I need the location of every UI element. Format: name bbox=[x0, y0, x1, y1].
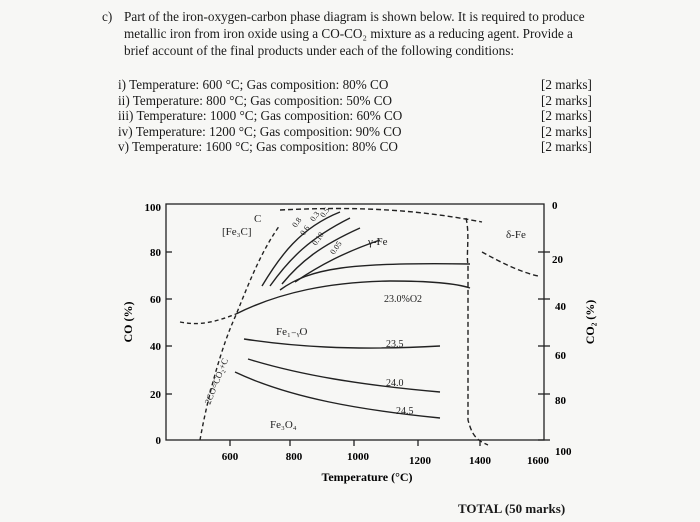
conditions-list: i) Temperature: 600 °C; Gas composition:… bbox=[118, 77, 402, 155]
marks-item: [2 marks] bbox=[541, 139, 592, 155]
condition-item: iii) Temperature: 1000 °C; Gas compositi… bbox=[118, 108, 403, 124]
marks-item: [2 marks] bbox=[541, 123, 592, 139]
y-right-tick: 20 bbox=[552, 254, 564, 266]
y-left-tick: 60 bbox=[150, 294, 162, 306]
wustite-iron-lower bbox=[247, 358, 441, 393]
y-right-tick: 0 bbox=[552, 200, 558, 212]
region-label-delta-fe: δ-Fe bbox=[506, 229, 526, 241]
condition-item: v) Temperature: 1600 °C; Gas composition… bbox=[118, 139, 398, 155]
y-left-tick: 100 bbox=[145, 202, 162, 214]
region-label-gamma-fe: γ-Fe bbox=[367, 236, 388, 248]
y-left-tick: 0 bbox=[156, 435, 162, 447]
x-axis-title: Temperature (°C) bbox=[321, 470, 412, 484]
question-line: Part of the iron-oxygen-carbon phase dia… bbox=[124, 9, 585, 24]
activity-label: 0.05 bbox=[328, 240, 343, 257]
curve-label: 24.0 bbox=[386, 378, 404, 389]
activity-label: 0.6 bbox=[298, 224, 311, 237]
marks-list: [2 marks] [2 marks] [2 marks] [2 marks] … bbox=[541, 77, 592, 155]
plot-frame bbox=[165, 203, 545, 441]
y-left-tick: 40 bbox=[150, 341, 162, 353]
y-right-tick: 60 bbox=[555, 350, 567, 362]
gamma-delta-boundary bbox=[465, 217, 489, 446]
curve-label: 23.0%O2 bbox=[384, 294, 422, 305]
x-tick: 1400 bbox=[469, 455, 492, 467]
y-left-tick: 80 bbox=[150, 247, 162, 259]
question-text: Part of the iron-oxygen-carbon phase dia… bbox=[124, 8, 664, 59]
y-left-axis-title: CO (%) bbox=[121, 302, 135, 343]
x-tick: 1600 bbox=[527, 455, 550, 467]
region-label-fe3c: [Fe₃C] bbox=[222, 226, 252, 238]
condition-item: iv) Temperature: 1200 °C; Gas compositio… bbox=[118, 123, 402, 139]
magnetite-boundary bbox=[234, 371, 441, 419]
carbon-activity-curve bbox=[294, 239, 381, 283]
gamma-alpha-boundary bbox=[279, 262, 471, 291]
y-right-tick: 80 bbox=[555, 395, 567, 407]
total-marks: TOTAL (50 marks) bbox=[458, 501, 566, 516]
x-tick: 1200 bbox=[409, 455, 432, 467]
fe3o4-wustite-boundary bbox=[235, 280, 471, 315]
marks-item: [2 marks] bbox=[541, 108, 592, 124]
condition-item: ii) Temperature: 800 °C; Gas composition… bbox=[118, 92, 393, 108]
y-right-tick: 40 bbox=[555, 301, 567, 313]
question-line: brief account of the final products unde… bbox=[124, 43, 515, 58]
region-label-wustite: Fe₁₋ᵧO bbox=[276, 326, 308, 338]
marks-item: [2 marks] bbox=[541, 92, 592, 108]
marks-item: [2 marks] bbox=[541, 77, 592, 92]
y-left-tick: 20 bbox=[150, 389, 162, 401]
y-right-tick: 100 bbox=[555, 446, 572, 458]
y-right-axis-title: CO₂ (%) bbox=[583, 300, 597, 345]
carbon-activity-curve bbox=[281, 227, 361, 285]
condition-item: i) Temperature: 600 °C; Gas composition:… bbox=[118, 77, 389, 92]
x-tick: 600 bbox=[222, 451, 239, 463]
region-label-magnetite: Fe₃O₄ bbox=[270, 419, 297, 431]
delta-dashed-line bbox=[481, 251, 539, 277]
curve-label: 24.5 bbox=[396, 406, 414, 417]
region-label-c: C bbox=[254, 213, 261, 225]
question-line: metallic iron from iron oxide using a CO… bbox=[124, 26, 573, 41]
carbon-activity-curve bbox=[269, 217, 351, 287]
x-tick: 800 bbox=[286, 451, 303, 463]
question-block: c) Part of the iron-oxygen-carbon phase … bbox=[102, 8, 664, 59]
boudouard-curve bbox=[199, 224, 281, 441]
fe3c-boundary bbox=[179, 313, 237, 325]
wustite-iron-upper bbox=[243, 338, 441, 349]
carbon-activity-curve bbox=[261, 211, 341, 287]
region-label-boudouard: 2CO=CO₂+C bbox=[203, 357, 231, 406]
question-label: c) bbox=[102, 9, 113, 24]
x-tick: 1000 bbox=[347, 451, 370, 463]
curve-label: 23.5 bbox=[386, 339, 404, 350]
top-dashed-line bbox=[279, 207, 483, 223]
